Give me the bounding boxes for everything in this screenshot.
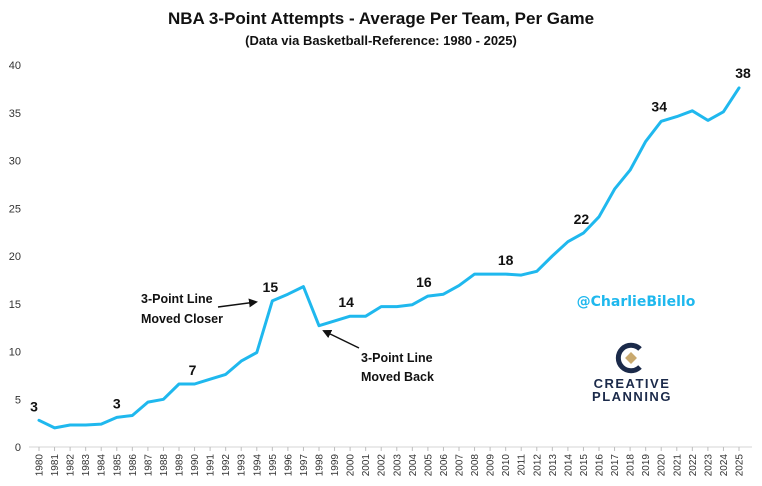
x-tick-label: 1999	[330, 454, 341, 477]
y-tick-label: 10	[9, 347, 21, 359]
x-tick-label: 2000	[346, 454, 357, 477]
series-line-3pt-attempts	[37, 86, 741, 430]
annotation-moved-back-line2: Moved Back	[361, 370, 434, 384]
annotation-moved-closer-line1: 3-Point Line	[141, 292, 213, 306]
brand-name-line2: PLANNING	[592, 389, 672, 404]
data-label-2010: 18	[498, 252, 514, 268]
y-tick-label: 35	[9, 108, 21, 120]
x-tick-label: 1982	[66, 454, 77, 477]
x-tick-label: 2023	[703, 454, 714, 477]
x-tick-label: 1998	[315, 454, 326, 477]
data-label-2020: 34	[651, 98, 667, 114]
x-tick-label: 2018	[626, 454, 637, 477]
y-tick-label: 0	[15, 442, 21, 454]
x-tick-label: 1996	[283, 454, 294, 477]
x-tick-label: 1994	[252, 454, 263, 477]
annotation-moved-back-line1: 3-Point Line	[361, 351, 433, 365]
chart-title: NBA 3-Point Attempts - Average Per Team,…	[168, 9, 594, 28]
x-tick-label: 2017	[610, 454, 621, 477]
arrow-moved-closer	[217, 298, 258, 308]
x-tick-label: 2006	[439, 454, 450, 477]
chart-subtitle: (Data via Basketball-Reference: 1980 - 2…	[245, 33, 517, 48]
x-tick-label: 1987	[143, 454, 154, 477]
y-tick-label: 40	[9, 60, 21, 72]
x-tick-label: 1984	[97, 454, 108, 477]
x-tick-label: 1988	[159, 454, 170, 477]
x-tick-label: 1995	[268, 454, 279, 477]
watermark-handle: @CharlieBilello	[577, 294, 696, 310]
y-axis: 0 5 10 15 20 25 30 35 40	[9, 60, 21, 454]
x-tick-label: 2021	[672, 454, 683, 477]
x-axis: 1980 1981 1982 1983 1984 1985 1986 1987 1988 1989…	[35, 447, 746, 476]
logo-mark-icon	[615, 342, 642, 374]
x-tick-label: 2022	[688, 454, 699, 477]
data-label-1995: 15	[263, 279, 279, 295]
x-tick-label: 2003	[392, 454, 403, 477]
x-tick-label: 1986	[128, 454, 139, 477]
y-tick-label: 5	[15, 394, 21, 406]
x-tick-label: 1985	[112, 454, 123, 477]
data-label-1985: 3	[113, 395, 121, 411]
x-tick-label: 1997	[299, 454, 310, 477]
x-tick-label: 1980	[35, 454, 46, 477]
x-tick-label: 1981	[50, 454, 61, 477]
x-tick-label: 1992	[221, 454, 232, 477]
brand-name-line1: CREATIVE	[594, 376, 671, 391]
x-tick-label: 1989	[175, 454, 186, 477]
x-tick-label: 2005	[423, 454, 434, 477]
x-tick-label: 2009	[486, 454, 497, 477]
x-tick-label: 2016	[595, 454, 606, 477]
data-label-2000: 14	[338, 294, 354, 310]
y-tick-label: 15	[9, 299, 21, 311]
x-tick-label: 2011	[517, 454, 528, 476]
data-labels: 3 3 7 15 14 16 18 22 34 38	[30, 65, 751, 414]
creative-planning-logo: CREATIVE PLANNING	[592, 342, 672, 404]
data-label-1990: 7	[189, 362, 197, 378]
x-tick-label: 2014	[563, 454, 574, 477]
x-tick-label: 2024	[719, 454, 730, 477]
x-tick-label: 1993	[237, 454, 248, 477]
x-tick-label: 2025	[735, 454, 746, 477]
y-tick-label: 30	[9, 156, 21, 168]
data-label-2015: 22	[574, 211, 590, 227]
x-tick-label: 2002	[377, 454, 388, 477]
x-tick-label: 2013	[548, 454, 559, 477]
data-label-2025: 38	[735, 65, 751, 81]
x-tick-label: 1991	[206, 454, 217, 477]
x-tick-label: 1990	[190, 454, 201, 477]
x-tick-label: 2004	[408, 454, 419, 477]
x-tick-label: 2019	[641, 454, 652, 477]
x-tick-label: 2007	[455, 454, 466, 477]
annotation-moved-closer: 3-Point Line Moved Closer	[141, 292, 258, 326]
x-tick-label: 2015	[579, 454, 590, 477]
data-label-1980: 3	[30, 398, 38, 414]
y-tick-label: 20	[9, 251, 21, 263]
data-label-2005: 16	[416, 274, 432, 290]
x-tick-label: 1983	[81, 454, 92, 477]
annotation-moved-back: 3-Point Line Moved Back	[322, 330, 434, 384]
y-tick-label: 25	[9, 203, 21, 215]
annotation-moved-closer-line2: Moved Closer	[141, 312, 223, 326]
x-tick-label: 2020	[657, 454, 668, 477]
x-tick-label: 2010	[501, 454, 512, 477]
x-tick-label: 2008	[470, 454, 481, 477]
x-tick-label: 2001	[361, 454, 372, 477]
arrow-moved-back	[322, 330, 360, 349]
x-tick-label: 2012	[532, 454, 543, 477]
